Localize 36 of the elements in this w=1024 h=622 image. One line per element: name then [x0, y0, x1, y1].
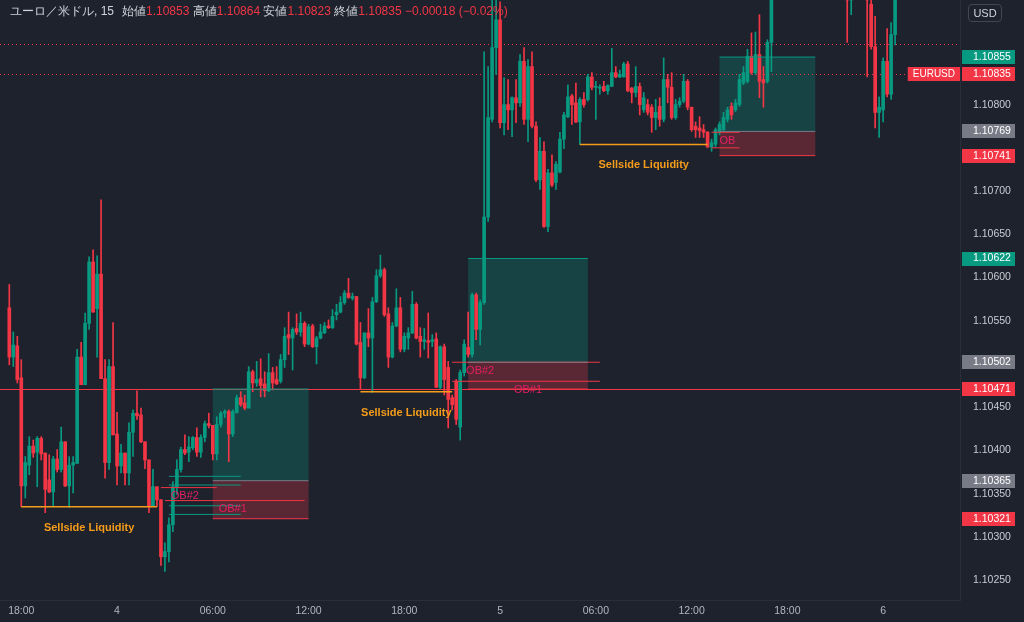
y-tick-label: 1.10250 — [973, 573, 1012, 586]
y-tick-label: 1.10650 — [973, 227, 1012, 240]
y-tick-label: 1.10550 — [973, 313, 1012, 326]
chart-title: ユーロ／米ドル, 15 — [10, 4, 115, 18]
y-tick-label: 1.10350 — [973, 486, 1012, 499]
x-tick-label: 6 — [880, 604, 887, 617]
y-tick-label: 1.10502 — [973, 355, 1012, 368]
y-tick-label: 1.10835 — [973, 67, 1012, 80]
y-tick-label: 1.10471 — [973, 381, 1012, 394]
y-tick-label: 1.10700 — [973, 183, 1012, 196]
y-tick-label: 1.10321 — [973, 511, 1012, 524]
x-tick-label: 12:00 — [678, 604, 705, 617]
x-tick-label: 06:00 — [582, 604, 610, 617]
annotation: OB — [719, 133, 736, 146]
y-tick-label: 1.10400 — [973, 443, 1012, 456]
y-tick-label: 1.10741 — [973, 148, 1012, 161]
x-tick-label: 18:00 — [774, 604, 801, 617]
series-label: Sellside Liquidity — [598, 158, 690, 171]
annotation: OB#2 — [466, 363, 495, 376]
y-tick-label: 1.10769 — [973, 124, 1012, 137]
x-tick-label: 06:00 — [199, 604, 227, 617]
y-tick-label: 1.10855 — [973, 49, 1012, 62]
y-tick-label: 1.10800 — [973, 97, 1012, 110]
y-tick-label: 1.10450 — [973, 400, 1012, 413]
y-tick-label: 1.10622 — [973, 251, 1012, 264]
series-label: Sellside Liquidity — [43, 520, 136, 533]
x-tick-label: 18:00 — [8, 604, 35, 617]
y-axis-title: USD — [968, 4, 1002, 22]
y-tick-label: 1.10600 — [973, 270, 1012, 283]
ref-line-label: EURUSD — [912, 68, 956, 80]
x-tick-label: 5 — [497, 604, 504, 617]
y-tick-label: 1.10300 — [973, 529, 1012, 542]
x-tick-label: 4 — [114, 604, 121, 617]
x-tick-label: 12:00 — [295, 604, 322, 617]
y-tick-label: 1.10365 — [973, 473, 1012, 486]
x-tick-label: 18:00 — [391, 604, 418, 617]
